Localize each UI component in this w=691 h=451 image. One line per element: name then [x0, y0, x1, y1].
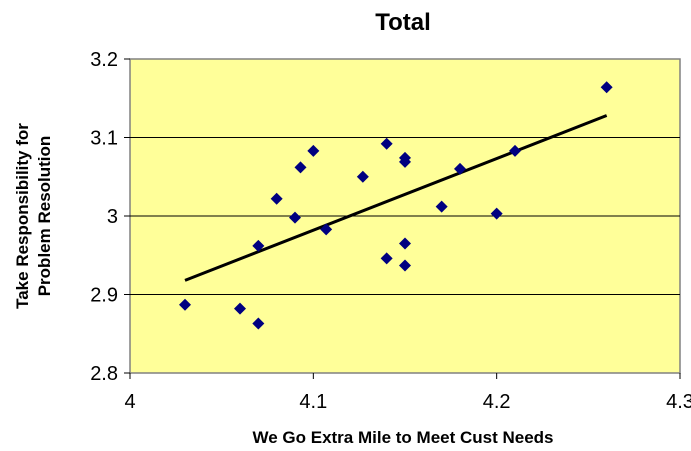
y-tick-label-0: 2.8 [90, 363, 118, 385]
chart-title: Total [375, 9, 431, 36]
data-point-5 [289, 211, 301, 224]
x-axis-ticks: 4 4.1 4.2 4.3 [124, 373, 691, 413]
y-axis-label-line-2: Problem Resolution [35, 136, 54, 297]
data-point-14 [399, 237, 411, 250]
data-point-18 [490, 207, 503, 220]
x-tick-label-1: 4.1 [299, 391, 327, 413]
y-axis-ticks: 2.8 2.9 3 3.1 3.2 [90, 49, 130, 385]
data-point-15 [399, 259, 411, 272]
trendline-group [184, 114, 608, 282]
data-point-7 [307, 144, 320, 157]
data-point-16 [435, 200, 448, 213]
x-axis-label: We Go Extra Mile to Meet Cust Needs [252, 428, 553, 447]
y-axis-label: Take Responsibility for Problem Resoluti… [13, 123, 54, 309]
trendline [184, 114, 608, 282]
x-tick-label-3: 4.3 [666, 391, 691, 413]
data-point-0 [179, 298, 191, 311]
data-point-8 [320, 223, 333, 236]
gridlines [130, 137, 680, 295]
y-tick-label-4: 3.2 [90, 49, 118, 71]
y-tick-label-1: 2.9 [90, 285, 118, 307]
data-point-6 [294, 161, 307, 174]
data-point-9 [356, 170, 369, 183]
data-point-19 [509, 144, 521, 157]
data-point-1 [234, 302, 246, 315]
data-point-4 [270, 192, 283, 205]
data-point-2 [252, 317, 265, 330]
data-point-10 [380, 137, 393, 150]
data-point-11 [380, 252, 393, 265]
data-point-3 [252, 239, 265, 252]
data-points [179, 81, 613, 330]
y-tick-label-3: 3.1 [90, 128, 118, 150]
data-point-20 [600, 81, 613, 94]
y-tick-label-2: 3 [107, 206, 118, 228]
data-point-17 [454, 162, 466, 175]
y-axis-label-line-1: Take Responsibility for [13, 123, 32, 309]
x-tick-label-0: 4 [124, 391, 135, 413]
data-point-13 [399, 155, 411, 168]
x-tick-label-2: 4.2 [483, 391, 511, 413]
